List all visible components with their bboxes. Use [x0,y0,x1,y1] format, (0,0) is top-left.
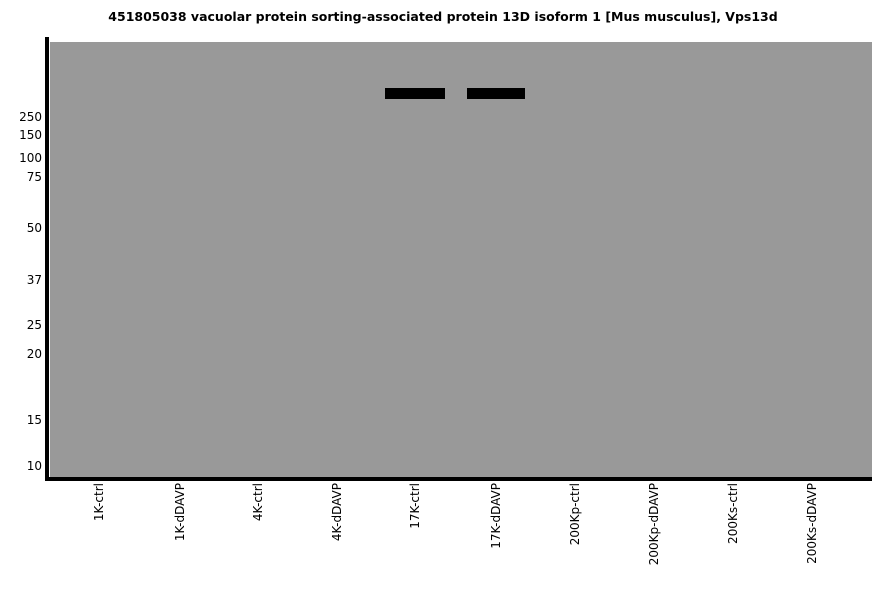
x-axis-tick-label: 200Ks-dDAVP [805,483,819,564]
x-axis-tick-1k-ddavp: 1K-dDAVP [173,481,187,595]
x-axis-tick-4k-ddavp: 4K-dDAVP [330,481,344,595]
x-axis-tick-200kp-ctrl: 200Kp-ctrl [568,481,582,595]
x-axis-tick-label: 1K-ctrl [92,483,106,522]
x-axis-tick-200ks-ddavp: 200Ks-dDAVP [805,481,819,595]
x-axis-tick-200kp-ddavp: 200Kp-dDAVP [647,481,661,595]
x-axis-tick-17k-ddavp: 17K-dDAVP [489,481,503,595]
y-axis-tick-150: 150 [19,128,42,142]
y-axis-tick-labels: 250 150 100 75 50 37 25 20 15 10 [0,0,45,595]
x-axis-tick-label: 200Kp-dDAVP [647,483,661,566]
x-axis-tick-label: 4K-ctrl [251,483,265,522]
x-axis-tick-label: 1K-dDAVP [173,483,187,542]
y-axis-tick-15: 15 [26,413,42,427]
x-axis-tick-4k-ctrl: 4K-ctrl [251,481,265,595]
y-axis-tick-25: 25 [26,318,42,332]
x-axis-tick-label: 200Ks-ctrl [726,483,740,544]
x-axis-line [45,477,872,481]
y-axis-tick-50: 50 [26,221,42,235]
blot-band-17k-ctrl [385,88,445,99]
x-axis-tick-labels: 1K-ctrl 1K-dDAVP 4K-ctrl 4K-dDAVP 17K-ctrl 17… [0,481,886,595]
x-axis-tick-17k-ctrl: 17K-ctrl [408,481,422,595]
chart-title: 451805038 vacuolar protein sorting-assoc… [108,9,778,24]
y-axis-tick-250: 250 [19,110,42,124]
y-axis-tick-20: 20 [26,347,42,361]
x-axis-tick-label: 17K-ctrl [408,483,422,529]
y-axis-tick-75: 75 [26,170,42,184]
x-axis-tick-label: 200Kp-ctrl [568,483,582,546]
x-axis-tick-1k-ctrl: 1K-ctrl [92,481,106,595]
blot-band-17k-ddavp [467,88,525,99]
x-axis-tick-label: 4K-dDAVP [330,483,344,542]
x-axis-tick-200ks-ctrl: 200Ks-ctrl [726,481,740,595]
x-axis-tick-label: 17K-dDAVP [489,483,503,549]
y-axis-tick-100: 100 [19,151,42,165]
plot-area [50,42,872,478]
y-axis-tick-10: 10 [26,459,42,473]
y-axis-line [45,37,49,481]
y-axis-tick-37: 37 [26,273,42,287]
